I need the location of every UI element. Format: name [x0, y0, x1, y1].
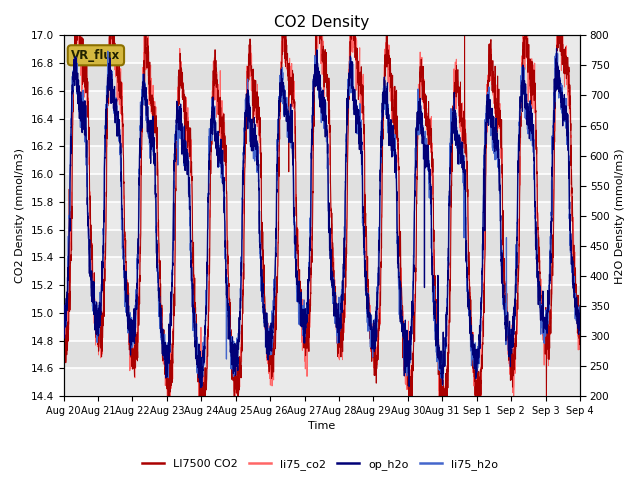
LI7500 CO2: [149, 98, 157, 104]
LI7500 CO2: [119, 120, 127, 125]
li75_co2: [119, 127, 127, 132]
li75_h2o: [511, 306, 518, 312]
li75_h2o: [280, 97, 288, 103]
li75_co2: [511, 353, 518, 359]
LI7500 CO2: [576, 332, 584, 337]
li75_h2o: [566, 237, 574, 242]
Y-axis label: H2O Density (mmol/m3): H2O Density (mmol/m3): [615, 148, 625, 284]
Bar: [63, 313, 580, 341]
LI7500 CO2: [72, 5, 80, 11]
op_h2o: [197, 384, 205, 390]
li75_co2: [60, 331, 67, 337]
li75_h2o: [198, 384, 205, 390]
Bar: [63, 91, 580, 119]
op_h2o: [511, 308, 518, 313]
li75_co2: [258, 240, 266, 246]
LI7500 CO2: [200, 407, 208, 413]
Text: VR_flux: VR_flux: [71, 49, 120, 62]
Bar: [63, 146, 580, 174]
LI7500 CO2: [566, 93, 574, 99]
op_h2o: [566, 212, 574, 217]
LI7500 CO2: [511, 340, 518, 346]
Bar: [63, 257, 580, 285]
op_h2o: [553, 46, 561, 51]
li75_co2: [166, 407, 174, 413]
LI7500 CO2: [258, 232, 266, 238]
li75_co2: [72, 5, 80, 11]
li75_h2o: [258, 299, 266, 304]
li75_h2o: [149, 143, 157, 148]
op_h2o: [118, 216, 126, 222]
Bar: [63, 368, 580, 396]
li75_co2: [280, 20, 288, 26]
Bar: [63, 36, 580, 63]
li75_h2o: [576, 323, 584, 329]
op_h2o: [60, 328, 67, 334]
LI7500 CO2: [280, 24, 288, 30]
li75_h2o: [104, 48, 111, 54]
op_h2o: [258, 266, 266, 272]
LI7500 CO2: [60, 327, 67, 333]
Line: LI7500 CO2: LI7500 CO2: [63, 8, 580, 410]
Legend: LI7500 CO2, li75_co2, op_h2o, li75_h2o: LI7500 CO2, li75_co2, op_h2o, li75_h2o: [138, 455, 502, 474]
op_h2o: [280, 96, 288, 102]
li75_co2: [566, 97, 574, 103]
Line: li75_h2o: li75_h2o: [63, 51, 580, 387]
op_h2o: [149, 143, 157, 149]
Line: op_h2o: op_h2o: [63, 48, 580, 387]
Bar: [63, 202, 580, 229]
li75_co2: [576, 340, 584, 346]
X-axis label: Time: Time: [308, 421, 335, 432]
li75_h2o: [60, 321, 67, 326]
Line: li75_co2: li75_co2: [63, 8, 580, 410]
li75_co2: [149, 109, 157, 115]
op_h2o: [576, 302, 584, 308]
Title: CO2 Density: CO2 Density: [274, 15, 369, 30]
Y-axis label: CO2 Density (mmol/m3): CO2 Density (mmol/m3): [15, 148, 25, 283]
li75_h2o: [119, 231, 127, 237]
